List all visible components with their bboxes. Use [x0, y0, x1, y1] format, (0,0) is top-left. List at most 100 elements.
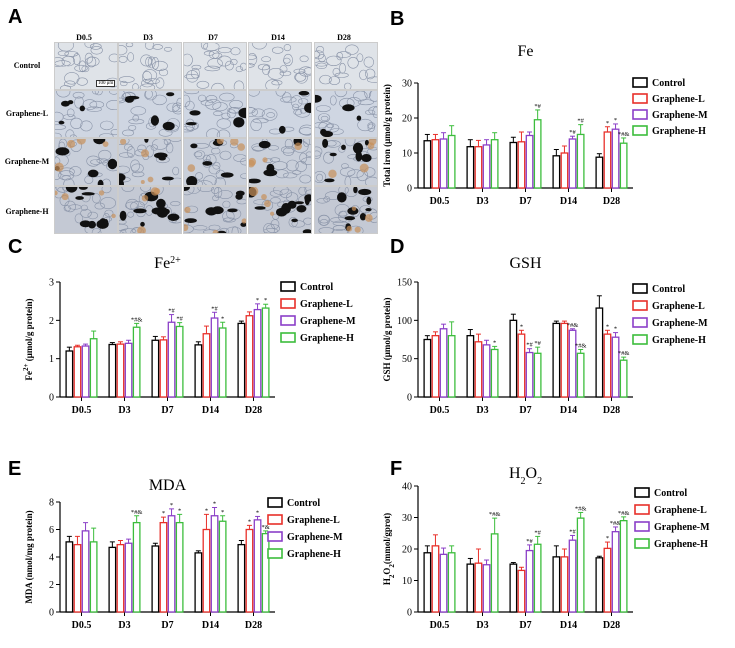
legend-swatch — [632, 93, 648, 104]
micrograph-tile — [183, 138, 247, 186]
chart-fe2plus: Fe2+ Fe2+ (μmol/g protein) 0 1 2 3 D0.5 D3 *#& D7… — [22, 255, 356, 417]
bar — [560, 152, 569, 189]
bar — [108, 546, 117, 613]
bar — [533, 119, 542, 189]
legend-swatch — [280, 315, 296, 326]
bar — [159, 521, 168, 613]
bar — [517, 569, 526, 613]
bar — [73, 543, 82, 613]
bar — [525, 549, 534, 613]
y-axis-label: GSH (μmol/g protein) — [382, 298, 392, 382]
x-tick-label: D14 — [202, 405, 219, 416]
micrograph-col-header: D3 — [143, 33, 153, 42]
scale-bar-label: 100 μm — [96, 80, 116, 87]
significance-label: * — [248, 518, 251, 525]
y-axis-label: Total iron (μmol/g protein) — [382, 84, 392, 187]
bar — [175, 325, 184, 398]
micrograph-row-label: Graphene-L — [5, 109, 49, 118]
micrograph-tile — [54, 90, 118, 138]
bar — [159, 339, 168, 398]
bar — [482, 564, 491, 613]
legend-label: Graphene-H — [652, 126, 706, 137]
x-tick-label: D28 — [603, 405, 620, 416]
y-tick-label: 30 — [402, 79, 412, 90]
x-tick-label: D14 — [560, 405, 577, 416]
bar — [132, 326, 141, 398]
y-tick-label: 40 — [402, 482, 412, 493]
bar — [167, 515, 176, 613]
bar — [490, 139, 499, 189]
significance-label: * — [205, 507, 208, 514]
legend-swatch — [280, 298, 296, 309]
legend-label: Graphene-M — [287, 532, 343, 543]
legend-swatch — [632, 334, 648, 345]
chart-mda: MDA MDA (nmol/mg protein) 0 2 4 6 8 D0.5 D3 *#& D7… — [24, 477, 343, 631]
chart-title: H2O2 — [509, 465, 542, 487]
micrograph-row-label: Control — [13, 61, 41, 70]
bar — [116, 543, 125, 613]
significance-label: * — [520, 323, 523, 330]
legend-label: Control — [287, 498, 320, 509]
chart-title: MDA — [149, 477, 187, 494]
y-tick-label: 50 — [402, 354, 412, 365]
legend-label: Graphene-H — [654, 539, 708, 550]
panel-label-f: F — [390, 458, 403, 480]
bar — [431, 335, 440, 398]
bar — [132, 521, 141, 613]
y-tick-label: 0 — [49, 608, 54, 619]
bar — [552, 155, 561, 189]
significance-label: *# — [526, 538, 533, 545]
bar — [619, 359, 628, 398]
x-tick-label: D14 — [202, 620, 219, 631]
legend-swatch — [634, 504, 650, 515]
bar — [611, 336, 620, 398]
significance-label: *#& — [618, 131, 630, 138]
bar — [619, 520, 628, 613]
bar — [509, 319, 518, 398]
bar — [423, 552, 432, 613]
bar — [533, 352, 542, 398]
legend-swatch — [632, 109, 648, 120]
significance-label: *# — [211, 305, 218, 312]
micrograph-tile — [248, 90, 312, 138]
x-tick-label: D0.5 — [430, 620, 450, 631]
bar — [194, 552, 203, 613]
micrograph-row-label: Graphene-H — [5, 207, 49, 216]
significance-label: * — [170, 502, 173, 509]
bar — [595, 307, 604, 398]
significance-label: * — [493, 339, 496, 346]
bar — [151, 339, 160, 398]
bar — [431, 545, 440, 613]
chart-title: GSH — [509, 255, 541, 272]
micrograph-tile — [314, 90, 378, 138]
bar — [603, 333, 612, 398]
significance-label: *#& — [131, 509, 143, 516]
x-tick-label: D0.5 — [430, 196, 450, 207]
chart-title: Fe — [518, 43, 534, 60]
bar — [447, 552, 456, 613]
y-tick-label: 3 — [49, 278, 54, 289]
y-tick-label: 8 — [49, 498, 54, 509]
micrograph-col-header: D0.5 — [76, 33, 92, 42]
bar — [576, 352, 585, 398]
bar — [167, 321, 176, 398]
legend-swatch — [632, 125, 648, 136]
significance-label: *# — [577, 118, 584, 125]
significance-label: *# — [526, 342, 533, 349]
x-tick-label: D14 — [560, 620, 577, 631]
legend-swatch — [632, 77, 648, 88]
bar — [466, 146, 475, 189]
bar — [431, 139, 440, 189]
bar — [237, 543, 246, 613]
bar — [218, 327, 227, 398]
significance-label: *# — [176, 316, 183, 323]
x-tick-label: D7 — [519, 196, 531, 207]
micrograph-row-label: Graphene-M — [4, 157, 50, 166]
bar — [202, 528, 211, 613]
legend-label: Graphene-H — [652, 335, 706, 346]
bar — [490, 533, 499, 613]
micrograph-tile — [183, 90, 247, 138]
bar — [447, 335, 456, 398]
bar — [89, 541, 98, 613]
